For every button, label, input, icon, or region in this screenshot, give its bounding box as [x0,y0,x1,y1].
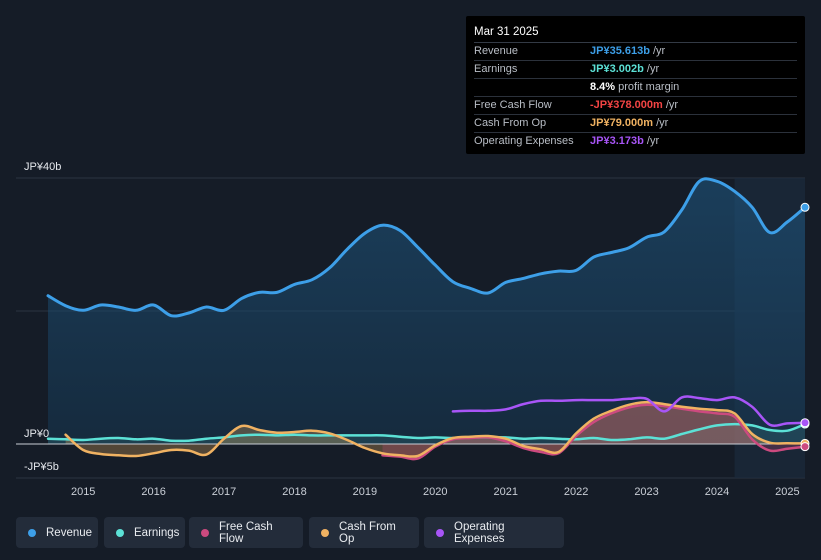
tooltip-value: JP¥79.000m [590,117,653,129]
tooltip-row-revenue: Revenue JP¥35.613b /yr [474,43,797,61]
tooltip-row-operating-expenses: Operating Expenses JP¥3.173b /yr [474,133,797,150]
legend-label: Revenue [46,526,93,539]
tooltip: Mar 31 2025 Revenue JP¥35.613b /yr Earni… [466,16,805,154]
x-tick-label: 2024 [705,486,729,498]
legend-item-cash-from-op[interactable]: Cash From Op [309,517,419,548]
line-revenue [46,177,807,318]
tooltip-row-profit-margin: 8.4% profit margin [474,79,797,97]
area-revenue [48,178,805,445]
marker-free-cash-flow [800,442,810,452]
line-earnings [46,422,807,443]
legend-label: Operating Expenses [454,520,505,545]
y-tick-label: JP¥0 [24,428,49,440]
x-tick-label: 2025 [775,486,799,498]
tooltip-unit: /yr [646,135,660,147]
tooltip-unit: /yr [653,45,666,57]
legend-label: Earnings [134,526,180,539]
tooltip-row-free-cash-flow: Free Cash Flow -JP¥378.000m /yr [474,97,797,115]
tooltip-unit: /yr [646,63,660,75]
tooltip-date: Mar 31 2025 [474,24,797,43]
tooltip-unit: profit margin [618,81,680,93]
marker-operating-expenses [800,418,810,428]
tooltip-unit: /yr [665,99,679,111]
legend-dot-icon [28,528,36,537]
x-tick-label: 2015 [71,486,95,498]
tooltip-value: JP¥35.613b [590,45,650,57]
tooltip-label: Earnings [474,63,518,75]
legend-item-revenue[interactable]: Revenue [16,517,98,548]
tooltip-value: JP¥3.002b [590,63,644,75]
tooltip-row-earnings: Earnings JP¥3.002b /yr [474,61,797,79]
tooltip-unit: /yr [656,117,669,129]
legend-label: Free Cash Flow [219,520,273,545]
tooltip-label: Cash From Op [474,117,547,129]
tooltip-label: Free Cash Flow [474,99,552,111]
area-free-cash-flow [382,404,805,460]
tooltip-label: Operating Expenses [474,135,574,147]
legend-item-earnings[interactable]: Earnings [104,517,185,548]
x-tick-label: 2019 [353,486,377,498]
x-tick-label: 2018 [282,486,306,498]
x-tick-label: 2023 [634,486,658,498]
legend-item-free-cash-flow[interactable]: Free Cash Flow [189,517,303,548]
x-tick-label: 2017 [212,486,236,498]
legend-label: Cash From Op [339,520,396,545]
tooltip-label [474,79,590,96]
area-earnings [48,424,805,444]
legend-item-operating-expenses[interactable]: Operating Expenses [424,517,564,548]
line-free-cash-flow [381,403,807,461]
legend-dot-icon [116,528,124,537]
tooltip-label: Revenue [474,45,519,57]
x-tick-label: 2020 [423,486,447,498]
line-operating-expenses [451,395,807,427]
marker-revenue [800,202,810,212]
legend-dot-icon [436,528,444,537]
y-tick-label: -JP¥5b [24,461,59,473]
area-cash-from-op [65,402,806,457]
line-cash-from-op [64,400,807,458]
y-tick-label: JP¥40b [24,161,61,173]
legend-dot-icon [321,528,329,537]
tooltip-value: JP¥3.173b [590,135,644,147]
tooltip-row-cash-from-op: Cash From Op JP¥79.000m /yr [474,115,797,133]
tooltip-value: 8.4% [590,81,616,93]
x-tick-label: 2021 [493,486,517,498]
x-tick-label: 2016 [141,486,165,498]
legend-dot-icon [201,528,209,537]
x-tick-label: 2022 [564,486,588,498]
tooltip-value: -JP¥378.000m [590,99,663,111]
